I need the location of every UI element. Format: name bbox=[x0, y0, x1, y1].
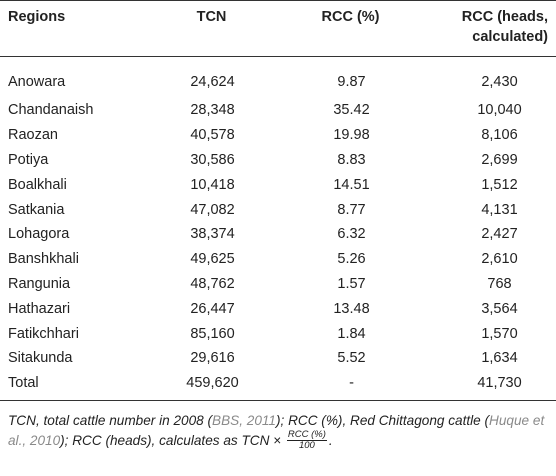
table-row: Sitakunda 29,616 5.52 1,634 bbox=[0, 346, 556, 371]
header-tcn: TCN bbox=[196, 9, 227, 25]
region-cell: Total bbox=[0, 370, 143, 401]
header-rcc-heads-line2: calculated) bbox=[472, 29, 548, 45]
region-cell: Raozan bbox=[8, 127, 58, 144]
rcc-cell: - bbox=[282, 370, 421, 401]
table-row: Lohagora 38,374 6.32 2,427 bbox=[0, 222, 556, 247]
rcc-cell: 5.52 bbox=[337, 350, 366, 367]
tcn-cell: 40,578 bbox=[190, 127, 235, 144]
citation-bbs-2011[interactable]: BBS, 2011 bbox=[212, 412, 276, 428]
region-cell: Hathazari bbox=[8, 300, 71, 317]
rcc-cell: 8.83 bbox=[337, 151, 366, 168]
rcc-heads-cell: 41,730 bbox=[421, 370, 556, 401]
footnote-text-2: ); RCC (%), Red Chittagong cattle ( bbox=[276, 412, 490, 428]
header-row: Regions TCN RCC (%) RCC (heads, calculat… bbox=[0, 0, 556, 57]
rcc-heads-cell: 8,106 bbox=[481, 127, 518, 144]
footnote-text-3: ); RCC (heads), calculates as TCN × bbox=[60, 432, 285, 448]
rcc-heads-cell: 4,131 bbox=[481, 201, 518, 218]
tcn-cell: 26,447 bbox=[190, 300, 235, 317]
rcc-cell: 1.57 bbox=[337, 275, 366, 292]
rcc-heads-cell: 10,040 bbox=[477, 102, 522, 119]
formula-fraction: RCC (%) 100 bbox=[286, 428, 327, 451]
region-cell: Banshkhali bbox=[8, 251, 79, 268]
table-row: Hathazari 26,447 13.48 3,564 bbox=[0, 296, 556, 321]
rcc-cell: 8.77 bbox=[337, 201, 366, 218]
tcn-cell: 48,762 bbox=[190, 275, 235, 292]
rcc-cell: 6.32 bbox=[337, 226, 366, 243]
region-cell: Potiya bbox=[8, 151, 49, 168]
header-rcc-heads-line1: RCC (heads, bbox=[461, 9, 548, 25]
table-body: Anowara 24,624 9.87 2,430 Chandanaish 28,348 3… bbox=[0, 57, 556, 401]
table-row: Anowara 24,624 9.87 2,430 bbox=[0, 57, 556, 99]
rcc-heads-cell: 2,699 bbox=[481, 151, 518, 168]
footnote-text-1: TCN, total cattle number in 2008 ( bbox=[8, 412, 212, 428]
region-cell: Boalkhali bbox=[8, 176, 67, 193]
rcc-cell: 13.48 bbox=[333, 300, 370, 317]
tcn-cell: 24,624 bbox=[190, 74, 235, 90]
tcn-cell: 10,418 bbox=[190, 176, 235, 193]
rcc-heads-cell: 1,512 bbox=[481, 176, 518, 193]
rcc-cell: 14.51 bbox=[333, 176, 370, 193]
rcc-heads-cell: 2,610 bbox=[481, 251, 518, 268]
rcc-heads-cell: 2,427 bbox=[481, 226, 518, 243]
header-regions: Regions bbox=[8, 9, 66, 25]
table-row: Fatikchhari 85,160 1.84 1,570 bbox=[0, 321, 556, 346]
table-row: Satkania 47,082 8.77 4,131 bbox=[0, 197, 556, 222]
tcn-cell: 29,616 bbox=[190, 350, 235, 367]
cattle-table: Regions TCN RCC (%) RCC (heads, calculat… bbox=[0, 0, 556, 401]
table-row: Boalkhali 10,418 14.51 1,512 bbox=[0, 172, 556, 197]
rcc-cell: 9.87 bbox=[337, 74, 366, 90]
table-row: Raozan 40,578 19.98 8,106 bbox=[0, 123, 556, 148]
tcn-cell: 28,348 bbox=[190, 102, 235, 119]
rcc-heads-cell: 3,564 bbox=[481, 300, 518, 317]
rcc-heads-cell: 768 bbox=[487, 275, 512, 292]
fraction-numerator: RCC (%) bbox=[286, 428, 327, 441]
tcn-cell: 47,082 bbox=[190, 201, 235, 218]
region-cell: Rangunia bbox=[8, 275, 71, 292]
tcn-cell: 30,586 bbox=[190, 151, 235, 168]
table-header: Regions TCN RCC (%) RCC (heads, calculat… bbox=[0, 0, 556, 57]
region-cell: Anowara bbox=[8, 74, 66, 90]
table-footnote: TCN, total cattle number in 2008 (BBS, 2… bbox=[0, 411, 556, 452]
region-cell: Fatikchhari bbox=[8, 325, 79, 342]
region-cell: Lohagora bbox=[8, 226, 70, 243]
table-row: Potiya 30,586 8.83 2,699 bbox=[0, 148, 556, 173]
table-row: Banshkhali 49,625 5.26 2,610 bbox=[0, 247, 556, 272]
rcc-cell: 35.42 bbox=[333, 102, 370, 119]
document: Regions TCN RCC (%) RCC (heads, calculat… bbox=[0, 0, 556, 452]
header-rcc-percent: RCC (%) bbox=[321, 9, 380, 25]
table-row: Total 459,620-41,730 bbox=[0, 370, 556, 401]
region-cell: Sitakunda bbox=[8, 350, 73, 367]
rcc-heads-cell: 2,430 bbox=[481, 74, 518, 90]
region-cell: Satkania bbox=[8, 201, 65, 218]
table-row: Chandanaish 28,348 35.42 10,040 bbox=[0, 98, 556, 123]
tcn-cell: 38,374 bbox=[190, 226, 235, 243]
tcn-cell: 49,625 bbox=[190, 251, 235, 268]
tcn-cell: 459,620 bbox=[143, 370, 282, 401]
fraction-denominator: 100 bbox=[298, 439, 315, 451]
footnote-text-4: . bbox=[328, 432, 333, 448]
citation-huque-2010[interactable]: Huque et al., 2010 bbox=[8, 412, 545, 448]
rcc-cell: 1.84 bbox=[337, 325, 366, 342]
table-row: Rangunia 48,762 1.57 768 bbox=[0, 272, 556, 297]
rcc-heads-cell: 1,634 bbox=[481, 350, 518, 367]
rcc-cell: 5.26 bbox=[337, 251, 366, 268]
rcc-heads-cell: 1,570 bbox=[481, 325, 518, 342]
header-rcc-heads: RCC (heads, calculated) bbox=[421, 1, 556, 57]
rcc-cell: 19.98 bbox=[333, 127, 370, 144]
tcn-cell: 85,160 bbox=[190, 325, 235, 342]
region-cell: Chandanaish bbox=[8, 102, 94, 119]
